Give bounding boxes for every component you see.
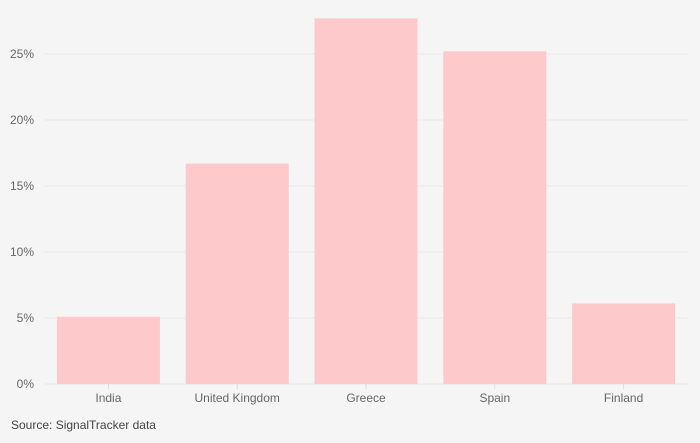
x-tick-label: India [95, 391, 121, 405]
x-tick-label: Finland [604, 391, 643, 405]
bar-greece [314, 18, 418, 385]
source-note: Source: SignalTracker data [11, 418, 156, 432]
y-tick-label: 20% [10, 113, 34, 127]
y-tick-label: 15% [10, 179, 34, 193]
bar-india [56, 316, 160, 384]
bar-finland [572, 303, 676, 384]
bar-chart: 0% 5% 10% 15% 20% 25% India United Kingdom Greec… [10, 18, 688, 405]
y-tick-label: 25% [10, 47, 34, 61]
y-tick-label: 5% [17, 311, 35, 325]
x-tick-label: Greece [346, 391, 386, 405]
x-tick-label: United Kingdom [195, 391, 280, 405]
y-tick-label: 10% [10, 245, 34, 259]
x-tick-label: Spain [479, 391, 510, 405]
y-tick-label: 0% [17, 377, 35, 391]
bar-spain [443, 51, 547, 385]
bar-united-kingdom [185, 163, 289, 384]
